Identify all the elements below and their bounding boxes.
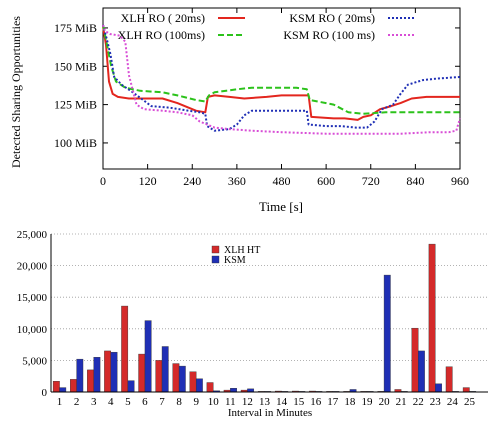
bar-legend-swatch bbox=[211, 255, 220, 264]
bar bbox=[93, 357, 101, 393]
legend-label: KSM RO ( 20ms) bbox=[289, 11, 375, 25]
x-tick-label: 720 bbox=[362, 174, 380, 188]
bar bbox=[87, 369, 94, 393]
bar-x-tick-label: 11 bbox=[225, 396, 236, 408]
bar bbox=[161, 346, 169, 393]
legend-label: XLH RO (100ms) bbox=[118, 28, 205, 42]
bar bbox=[127, 380, 135, 393]
x-tick-label: 840 bbox=[406, 174, 424, 188]
bar-x-tick-label: 5 bbox=[125, 396, 131, 408]
y-tick-label: 175 MiB bbox=[54, 21, 97, 35]
bar bbox=[206, 382, 214, 393]
x-tick-label: 960 bbox=[451, 174, 469, 188]
bar-y-axis-ticks: 0 5,000 10,000 15,000 20,000 25,000 bbox=[17, 229, 48, 399]
bar bbox=[230, 388, 237, 393]
bar bbox=[189, 371, 197, 393]
time-series-chart: 100 MiB 125 MiB 150 MiB 175 MiB 0 120 240 360 4… bbox=[9, 7, 469, 214]
series-line bbox=[102, 24, 461, 132]
bar bbox=[435, 383, 442, 393]
bar-x-tick-label: 10 bbox=[208, 396, 220, 408]
bar bbox=[383, 274, 391, 393]
x-tick-label: 120 bbox=[139, 174, 157, 188]
bar-x-tick-label: 24 bbox=[447, 396, 459, 408]
bar bbox=[59, 387, 67, 393]
x-tick-label: 0 bbox=[100, 174, 106, 188]
bar bbox=[411, 327, 419, 393]
bar-legend-label: KSM bbox=[224, 255, 246, 266]
bar bbox=[445, 366, 453, 393]
bar-series-group bbox=[52, 243, 477, 393]
bar-legend-swatch bbox=[211, 245, 220, 254]
gridlines bbox=[51, 233, 488, 361]
bar-x-tick-label: 17 bbox=[327, 396, 339, 408]
legend-label: XLH RO ( 20ms) bbox=[121, 11, 205, 25]
bar-y-tick-label: 5,000 bbox=[22, 355, 47, 367]
bar-x-tick-label: 25 bbox=[464, 396, 476, 408]
bar-x-tick-label: 14 bbox=[276, 396, 288, 408]
bar-x-tick-label: 21 bbox=[396, 396, 407, 408]
x-tick-label: 240 bbox=[183, 174, 201, 188]
bar-x-tick-label: 12 bbox=[242, 396, 253, 408]
bar-x-axis-title: Interval in Minutes bbox=[228, 407, 312, 419]
bar-x-tick-label: 22 bbox=[413, 396, 424, 408]
bar-y-tick-label: 15,000 bbox=[17, 292, 48, 304]
bar bbox=[428, 243, 436, 393]
bar-x-axis-labels: 1 2 3 4 5 6 7 8 9 10 11 12 13 14 15 16 17 18 19 20 21 22 23 24 2… bbox=[57, 396, 476, 408]
bar-x-tick-label: 1 bbox=[57, 396, 63, 408]
bar-y-tick-label: 10,000 bbox=[17, 324, 48, 336]
bar bbox=[76, 358, 84, 393]
bar-x-tick-label: 15 bbox=[293, 396, 305, 408]
bar-x-tick-label: 8 bbox=[176, 396, 182, 408]
bar-x-tick-label: 20 bbox=[379, 396, 391, 408]
bar-y-tick-label: 25,000 bbox=[17, 229, 48, 241]
x-tick-label: 480 bbox=[273, 174, 291, 188]
line-series-group bbox=[102, 24, 461, 135]
bar bbox=[52, 381, 60, 393]
bar-x-tick-label: 2 bbox=[74, 396, 80, 408]
x-tick-label: 360 bbox=[228, 174, 246, 188]
y-tick-label: 125 MiB bbox=[54, 98, 97, 112]
bar bbox=[121, 305, 129, 393]
bar-legend-label: XLH HT bbox=[224, 245, 260, 256]
series-line bbox=[102, 26, 460, 121]
bar bbox=[155, 360, 163, 393]
bar-x-tick-label: 23 bbox=[430, 396, 442, 408]
bar-axes bbox=[50, 234, 488, 393]
bar bbox=[144, 320, 152, 393]
bar bbox=[178, 365, 186, 393]
bar bbox=[172, 363, 180, 393]
legend: XLH RO ( 20ms) XLH RO (100ms) KSM RO ( 20m… bbox=[118, 11, 415, 42]
bar-x-tick-label: 13 bbox=[259, 396, 271, 408]
y-tick-label: 100 MiB bbox=[54, 136, 97, 150]
x-axis-ticks: 0 120 240 360 480 600 720 840 960 bbox=[100, 8, 469, 188]
bar bbox=[70, 379, 77, 393]
bar-x-tick-label: 3 bbox=[91, 396, 97, 408]
bar-x-tick-label: 6 bbox=[142, 396, 148, 408]
x-tick-label: 600 bbox=[317, 174, 335, 188]
bar bbox=[104, 350, 111, 393]
series-line bbox=[102, 24, 461, 135]
bar-y-tick-label: 20,000 bbox=[17, 261, 48, 273]
x-axis-title: Time [s] bbox=[259, 199, 303, 214]
bar-x-tick-label: 7 bbox=[159, 396, 165, 408]
bar bbox=[195, 378, 203, 393]
series-line bbox=[102, 24, 460, 115]
y-tick-label: 150 MiB bbox=[54, 59, 97, 73]
bar-x-tick-label: 19 bbox=[362, 396, 374, 408]
legend-label: KSM RO (100 ms) bbox=[283, 28, 375, 42]
bar-x-tick-label: 9 bbox=[193, 396, 199, 408]
bar-y-tick-label: 0 bbox=[42, 387, 48, 399]
bar-x-tick-label: 16 bbox=[310, 396, 322, 408]
bar bbox=[418, 350, 425, 393]
bar bbox=[462, 387, 470, 393]
bar-x-tick-label: 18 bbox=[344, 396, 356, 408]
bar-x-tick-label: 4 bbox=[108, 396, 114, 408]
y-axis-title: Detected Sharing Opportunities bbox=[9, 16, 23, 168]
bar bbox=[110, 351, 118, 393]
bar bbox=[138, 353, 146, 393]
